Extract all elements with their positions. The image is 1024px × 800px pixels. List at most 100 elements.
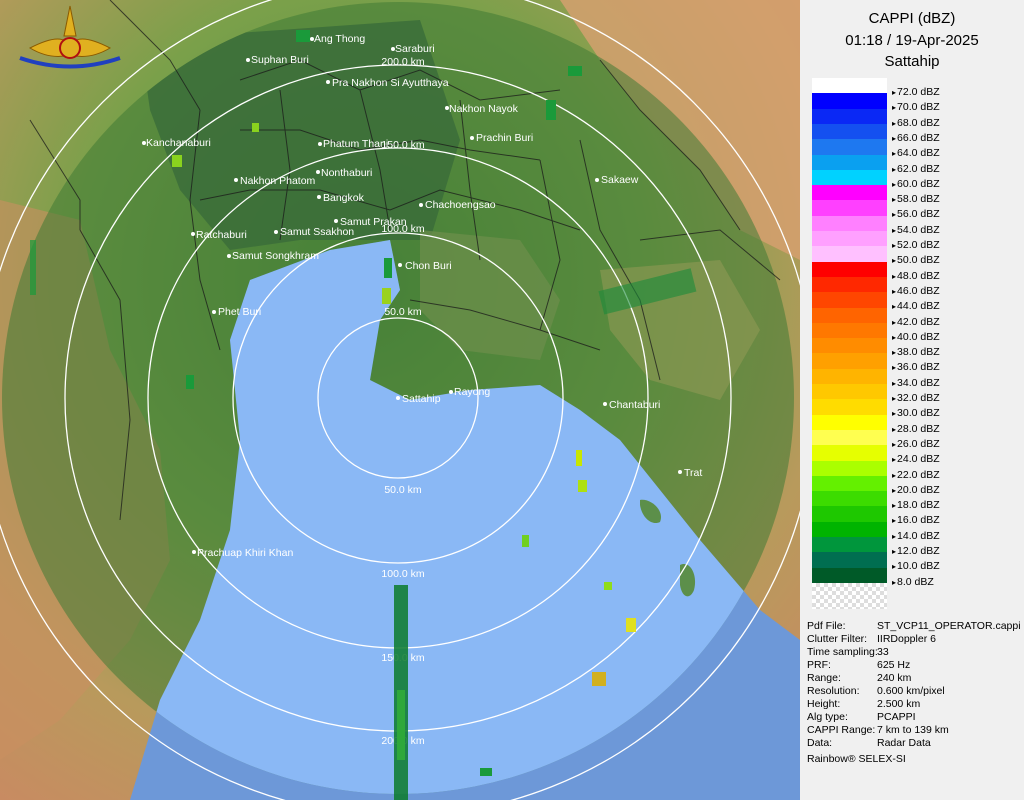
legend-nodata-swatch bbox=[812, 582, 887, 609]
echo-chonburi bbox=[382, 288, 391, 304]
legend-label: 14.0 dBZ bbox=[892, 530, 940, 543]
echo-sea-5 bbox=[604, 582, 612, 590]
koh-kut-island bbox=[640, 499, 661, 524]
info-key: Pdf File: bbox=[807, 620, 846, 632]
legend-label: 68.0 dBZ bbox=[892, 117, 940, 130]
legend-label: 26.0 dBZ bbox=[892, 438, 940, 451]
software-credit: Rainbow® SELEX-SI bbox=[807, 753, 906, 765]
city-label-chon-buri: Chon Buri bbox=[405, 260, 452, 272]
legend-label: 40.0 dBZ bbox=[892, 331, 940, 344]
legend-label: 30.0 dBZ bbox=[892, 407, 940, 420]
city-label-prachin-buri: Prachin Buri bbox=[476, 132, 533, 144]
info-value: Radar Data bbox=[877, 737, 931, 749]
legend-label: 46.0 dBZ bbox=[892, 285, 940, 298]
radar-map[interactable]: 50.0 km 100.0 km 150.0 km 200.0 km 50.0 … bbox=[0, 0, 800, 800]
echo-spoke-south-core bbox=[397, 690, 405, 760]
legend-swatch bbox=[812, 353, 887, 370]
city-label-suphan-buri: Suphan Buri bbox=[251, 54, 309, 66]
info-value: 33 bbox=[877, 646, 889, 658]
gulf-of-thailand-in-range bbox=[130, 240, 794, 794]
city-label-nakhon-phatom: Nakhon Phatom bbox=[240, 175, 316, 187]
info-value: 7 km to 139 km bbox=[877, 724, 949, 736]
legend-swatch bbox=[812, 460, 887, 477]
legend-swatch bbox=[812, 78, 887, 94]
city-label-ayutthaya: Pra Nakhon Si Ayutthaya bbox=[332, 77, 449, 89]
province-boundaries bbox=[29, 0, 781, 521]
echo-band-east bbox=[598, 268, 697, 315]
radar-echoes bbox=[30, 30, 697, 800]
echo-suphan bbox=[252, 123, 259, 132]
legend-label: 60.0 dBZ bbox=[892, 178, 940, 191]
city-label-bangkok: Bangkok bbox=[323, 192, 365, 204]
legend-swatch bbox=[812, 307, 887, 324]
legend-swatch bbox=[812, 93, 887, 109]
legend-swatch bbox=[812, 567, 887, 584]
ring-label-150-north: 150.0 km bbox=[381, 139, 424, 151]
legend-swatch bbox=[812, 215, 887, 232]
legend-swatch bbox=[812, 276, 887, 293]
legend-swatch bbox=[812, 292, 887, 308]
info-value: IIRDoppler 6 bbox=[877, 633, 936, 645]
legend-swatch bbox=[812, 246, 887, 262]
ring-label-50-south: 50.0 km bbox=[384, 484, 422, 496]
legend-label: 62.0 dBZ bbox=[892, 163, 940, 176]
legend-swatch bbox=[812, 108, 887, 125]
info-value: ST_VCP11_OPERATOR.cappi bbox=[877, 620, 1021, 632]
legend-swatch bbox=[812, 384, 887, 400]
legend-swatch bbox=[812, 169, 887, 186]
info-key: Resolution: bbox=[807, 685, 860, 697]
radar-map-svg: 50.0 km 100.0 km 150.0 km 200.0 km 50.0 … bbox=[0, 0, 800, 800]
legend-label: 24.0 dBZ bbox=[892, 453, 940, 466]
legend-label: 38.0 dBZ bbox=[892, 346, 940, 359]
echo-angthong bbox=[296, 30, 310, 42]
legend-swatch bbox=[812, 200, 887, 217]
central-plain bbox=[140, 20, 460, 250]
legend-label: 70.0 dBZ bbox=[892, 101, 940, 114]
echo-phetburi bbox=[186, 375, 194, 389]
agency-emblem-logo bbox=[19, 5, 121, 69]
legend-swatch bbox=[812, 185, 887, 201]
legend-swatch bbox=[812, 429, 887, 446]
legend-swatch bbox=[812, 338, 887, 354]
legend-swatch bbox=[812, 139, 887, 155]
legend-label: 58.0 dBZ bbox=[892, 193, 940, 206]
echo-sea-6 bbox=[592, 672, 606, 686]
koh-chang-island bbox=[680, 564, 696, 597]
info-key: Height: bbox=[807, 698, 841, 710]
echo-sea-4 bbox=[522, 535, 529, 547]
legend-label: 28.0 dBZ bbox=[892, 423, 940, 436]
echo-west-strip bbox=[30, 240, 36, 295]
legend-swatch bbox=[812, 261, 887, 278]
legend-swatch bbox=[812, 475, 887, 492]
info-key: Alg type: bbox=[807, 711, 848, 723]
city-label-ratchaburi: Ratchaburi bbox=[196, 229, 247, 241]
info-key: Clutter Filter: bbox=[807, 633, 868, 645]
city-markers bbox=[142, 37, 682, 554]
info-key: Range: bbox=[807, 672, 841, 684]
city-label-nakhon-nayok: Nakhon Nayok bbox=[449, 103, 519, 115]
city-label-kanchanaburi: Kanchanaburi bbox=[146, 137, 211, 149]
city-label-saraburi: Saraburi bbox=[395, 43, 435, 55]
station-name: Sattahip bbox=[884, 53, 940, 70]
city-label-samut-prakan: Samut Prakan bbox=[340, 216, 407, 228]
legend-label: 72.0 dBZ bbox=[892, 86, 940, 99]
ring-label-100-south: 100.0 km bbox=[381, 568, 424, 580]
legend-label: 54.0 dBZ bbox=[892, 224, 940, 237]
city-label-sakaew: Sakaew bbox=[601, 174, 639, 186]
legend-swatch bbox=[812, 322, 887, 339]
city-label-chachoengsao: Chachoengsao bbox=[425, 199, 496, 211]
city-label-ang-thong: Ang Thong bbox=[314, 33, 365, 45]
city-label-samut-songkhram: Samut Songkhram bbox=[232, 250, 319, 262]
legend-swatch bbox=[812, 521, 887, 538]
legend-label: 50.0 dBZ bbox=[892, 254, 940, 267]
ring-label-100-north: 100.0 km bbox=[381, 223, 424, 235]
info-value: 240 km bbox=[877, 672, 912, 684]
legend-label: 32.0 dBZ bbox=[892, 392, 940, 405]
product-title: CAPPI (dBZ) bbox=[868, 10, 956, 27]
info-value: 2.500 km bbox=[877, 698, 921, 710]
legend-label: 16.0 dBZ bbox=[892, 514, 940, 527]
city-label-rayong: Rayong bbox=[454, 386, 490, 398]
legend-label: 52.0 dBZ bbox=[892, 239, 940, 252]
echo-sea-1 bbox=[576, 450, 582, 466]
legend-label: 22.0 dBZ bbox=[892, 469, 940, 482]
